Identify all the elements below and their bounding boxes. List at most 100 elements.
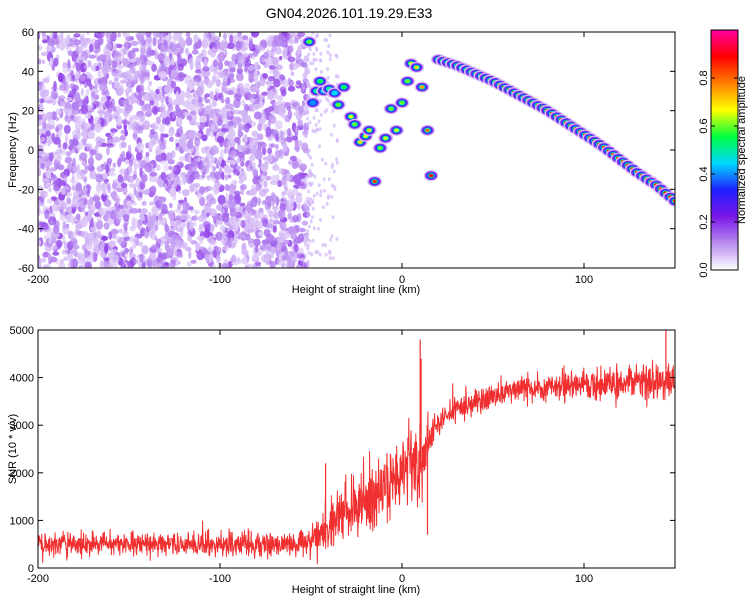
- noise-speck: [151, 213, 157, 223]
- noise-speck: [135, 152, 143, 161]
- noise-speck: [233, 117, 241, 126]
- noise-speck: [319, 51, 323, 56]
- noise-speck: [273, 207, 278, 213]
- noise-speck: [213, 245, 219, 251]
- noise-speck: [87, 105, 91, 112]
- noise-speck: [309, 61, 313, 66]
- snr-x-tick-label: 100: [575, 573, 593, 585]
- colorbar-frame: [710, 29, 739, 271]
- noise-speck: [250, 188, 257, 196]
- noise-speck: [237, 87, 241, 96]
- noise-speck: [189, 110, 197, 116]
- noise-speck: [305, 129, 309, 134]
- noise-speck: [225, 96, 231, 105]
- noise-speck: [287, 45, 294, 53]
- noise-speck: [227, 90, 234, 96]
- noise-speck: [332, 169, 336, 174]
- spectrogram-y-tick-label: -40: [18, 224, 34, 236]
- noise-speck: [217, 60, 224, 71]
- noise-speck: [47, 139, 51, 147]
- noise-speck: [69, 83, 76, 90]
- noise-speck: [249, 121, 257, 127]
- noise-speck: [144, 111, 152, 118]
- snr-x-tick-label: -200: [27, 573, 49, 585]
- noise-speck: [332, 123, 336, 128]
- noise-speck: [204, 93, 210, 98]
- noise-speck: [196, 193, 203, 199]
- noise-speck: [319, 189, 323, 194]
- noise-speck: [40, 196, 45, 207]
- noise-speck: [90, 226, 98, 232]
- noise-speck: [122, 223, 126, 230]
- noise-speck: [117, 32, 121, 38]
- noise-speck: [320, 112, 323, 117]
- noise-speck: [296, 202, 301, 210]
- noise-speck: [88, 54, 97, 59]
- noise-speck: [50, 90, 59, 100]
- noise-speck: [139, 113, 146, 122]
- noise-speck: [120, 182, 128, 189]
- noise-speck: [240, 109, 249, 118]
- noise-speck: [84, 211, 89, 216]
- noise-speck: [181, 189, 190, 197]
- noise-speck: [123, 247, 129, 255]
- noise-speck: [181, 242, 188, 250]
- noise-speck: [155, 146, 161, 156]
- noise-speck: [76, 170, 85, 181]
- noise-speck: [175, 107, 182, 118]
- noise-speck: [292, 215, 299, 223]
- noise-speck: [45, 182, 53, 188]
- noise-speck: [152, 32, 161, 38]
- noise-speck: [182, 175, 186, 185]
- noise-speck: [158, 71, 167, 80]
- noise-speck: [135, 190, 140, 198]
- noise-speck: [287, 85, 296, 92]
- noise-speck: [251, 130, 259, 138]
- noise-speck: [172, 180, 177, 189]
- noise-speck: [330, 234, 334, 239]
- noise-speck: [280, 130, 285, 141]
- noise-speck: [326, 195, 330, 200]
- noise-speck: [111, 65, 117, 73]
- noise-speck: [316, 33, 320, 37]
- noise-speck: [277, 95, 284, 102]
- noise-speck: [237, 151, 243, 158]
- noise-speck: [298, 140, 303, 147]
- noise-speck: [128, 114, 137, 124]
- noise-speck: [209, 197, 217, 205]
- noise-speck: [147, 39, 152, 50]
- noise-speck: [94, 90, 98, 96]
- noise-speck: [170, 233, 179, 243]
- noise-speck: [60, 187, 66, 195]
- noise-speck: [179, 162, 184, 169]
- noise-speck: [83, 187, 88, 192]
- noise-speck: [177, 180, 183, 186]
- noise-speck: [95, 65, 100, 72]
- noise-speck: [209, 208, 217, 217]
- noise-speck: [58, 84, 67, 91]
- ridge-point: [425, 128, 430, 132]
- noise-speck: [285, 263, 290, 268]
- noise-speck: [146, 85, 151, 91]
- noise-speck: [239, 170, 247, 181]
- noise-speck: [99, 261, 105, 268]
- noise-speck: [291, 159, 299, 170]
- noise-speck: [255, 182, 262, 192]
- noise-speck: [43, 263, 51, 268]
- noise-speck: [236, 67, 243, 75]
- noise-speck: [104, 244, 109, 253]
- noise-speck: [70, 178, 75, 184]
- noise-speck: [103, 199, 112, 207]
- noise-speck: [265, 195, 274, 202]
- noise-speck: [284, 114, 291, 123]
- noise-speck: [255, 261, 262, 267]
- noise-speck: [287, 128, 292, 137]
- noise-speck: [188, 57, 194, 66]
- noise-speck: [233, 235, 238, 244]
- noise-speck: [62, 224, 70, 235]
- noise-speck: [71, 215, 75, 225]
- noise-speck: [163, 56, 171, 67]
- noise-speck: [113, 77, 119, 82]
- noise-speck: [69, 259, 74, 268]
- noise-speck: [148, 228, 154, 238]
